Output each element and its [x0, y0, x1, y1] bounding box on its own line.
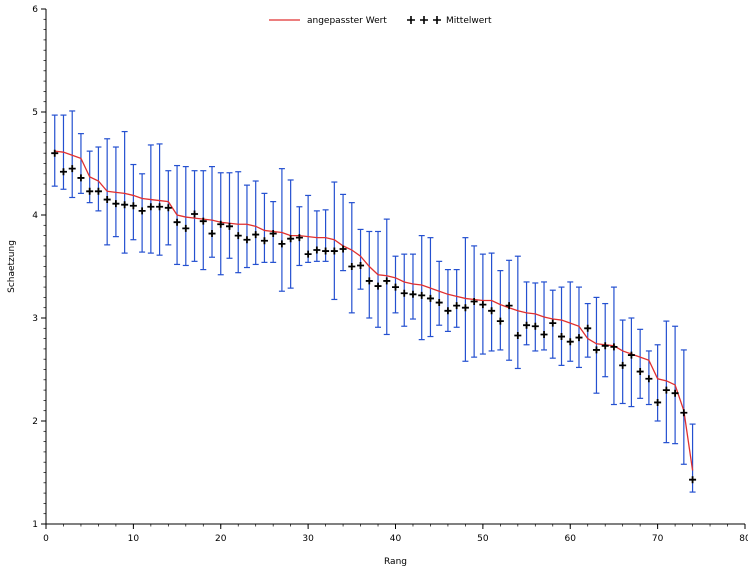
- mean-marker: [365, 277, 373, 285]
- mean-marker: [295, 234, 303, 242]
- x-axis-label: Rang: [384, 557, 407, 567]
- mean-marker: [566, 338, 574, 346]
- x-tick-label: 40: [390, 534, 402, 544]
- y-tick-label: 6: [32, 5, 38, 15]
- mean-marker: [348, 263, 356, 270]
- mean-marker: [112, 200, 120, 208]
- x-tick-label: 50: [477, 534, 489, 544]
- mean-marker: [156, 203, 164, 211]
- mean-marker: [322, 247, 330, 255]
- mean-marker: [540, 330, 548, 338]
- mean-marker: [77, 174, 85, 182]
- mean-marker: [392, 283, 399, 291]
- legend-mean-label: Mittelwert: [446, 16, 492, 26]
- mean-marker: [225, 222, 233, 230]
- x-tick-label: 10: [128, 534, 140, 544]
- mean-marker: [470, 298, 478, 306]
- mean-marker: [592, 346, 600, 354]
- y-tick-label: 5: [32, 108, 38, 118]
- mean-marker: [575, 334, 583, 342]
- mean-marker: [479, 301, 487, 309]
- mean-marker: [418, 291, 426, 299]
- mean-marker: [601, 342, 609, 350]
- x-tick-label: 70: [652, 534, 664, 544]
- mean-marker: [208, 230, 216, 238]
- mean-marker: [191, 210, 199, 218]
- x-tick-label: 0: [43, 534, 49, 544]
- mean-marker: [51, 149, 59, 157]
- mean-marker: [409, 290, 417, 298]
- mean-marker: [182, 224, 190, 232]
- x-tick-label: 30: [302, 534, 314, 544]
- mean-marker: [453, 302, 461, 310]
- mean-marker: [313, 246, 321, 254]
- mean-marker: [86, 187, 94, 195]
- mean-marker: [505, 302, 513, 310]
- mean-marker: [671, 389, 679, 397]
- x-tick-label: 20: [215, 534, 227, 544]
- legend-mean-marker: [407, 16, 415, 24]
- y-tick-label: 4: [32, 211, 38, 221]
- mean-marker: [627, 351, 635, 359]
- mean-marker: [199, 217, 207, 225]
- mean-marker: [68, 165, 76, 173]
- legend-mean-marker: [420, 16, 428, 24]
- y-tick-label: 1: [32, 520, 38, 530]
- legend-mean-marker: [433, 16, 441, 24]
- mean-marker: [461, 304, 469, 312]
- mean-marker: [523, 321, 531, 329]
- fit-line: [54, 150, 694, 471]
- mean-marker: [636, 368, 644, 376]
- mean-marker: [269, 230, 277, 238]
- mean-marker: [59, 168, 67, 176]
- y-axis-label: Schaetzung: [7, 240, 17, 293]
- mean-marker: [662, 386, 670, 394]
- mean-marker: [610, 343, 618, 351]
- mean-marker: [234, 232, 242, 240]
- mean-marker: [260, 237, 268, 245]
- mean-marker: [357, 261, 365, 269]
- mean-marker: [444, 307, 452, 315]
- mean-marker: [400, 289, 408, 297]
- mean-marker: [304, 250, 312, 258]
- mean-marker: [374, 282, 382, 290]
- mean-marker: [645, 375, 653, 383]
- mean-marker: [689, 476, 697, 484]
- mean-marker: [252, 231, 260, 239]
- mean-marker: [121, 201, 129, 209]
- mean-marker: [243, 236, 251, 244]
- y-tick-label: 2: [32, 417, 38, 427]
- y-tick-label: 3: [32, 314, 38, 324]
- mean-marker: [426, 294, 434, 302]
- mean-marker: [514, 332, 522, 340]
- mean-marker: [278, 240, 286, 248]
- mean-marker: [531, 322, 539, 330]
- mean-marker: [339, 245, 347, 253]
- mean-marker: [103, 196, 111, 204]
- mean-marker: [287, 235, 295, 243]
- mean-marker: [558, 333, 566, 341]
- mean-marker: [94, 187, 102, 195]
- mean-marker: [173, 218, 181, 226]
- mean-marker: [147, 203, 155, 211]
- mean-marker: [549, 319, 557, 327]
- mean-marker: [496, 317, 504, 325]
- mean-marker: [680, 409, 688, 417]
- mean-marker: [138, 207, 146, 215]
- x-tick-label: 60: [565, 534, 577, 544]
- mean-marker: [330, 247, 338, 255]
- mean-marker: [217, 220, 225, 228]
- mean-marker: [619, 361, 627, 369]
- mean-marker: [435, 299, 443, 307]
- mean-marker: [488, 307, 496, 315]
- mean-marker: [383, 277, 391, 285]
- legend-fit-label: angepasster Wert: [307, 16, 387, 26]
- mean-marker: [129, 202, 137, 210]
- mean-marker: [164, 204, 172, 212]
- mean-marker: [654, 398, 662, 406]
- x-tick-label: 80: [739, 534, 748, 544]
- mean-marker: [584, 324, 592, 332]
